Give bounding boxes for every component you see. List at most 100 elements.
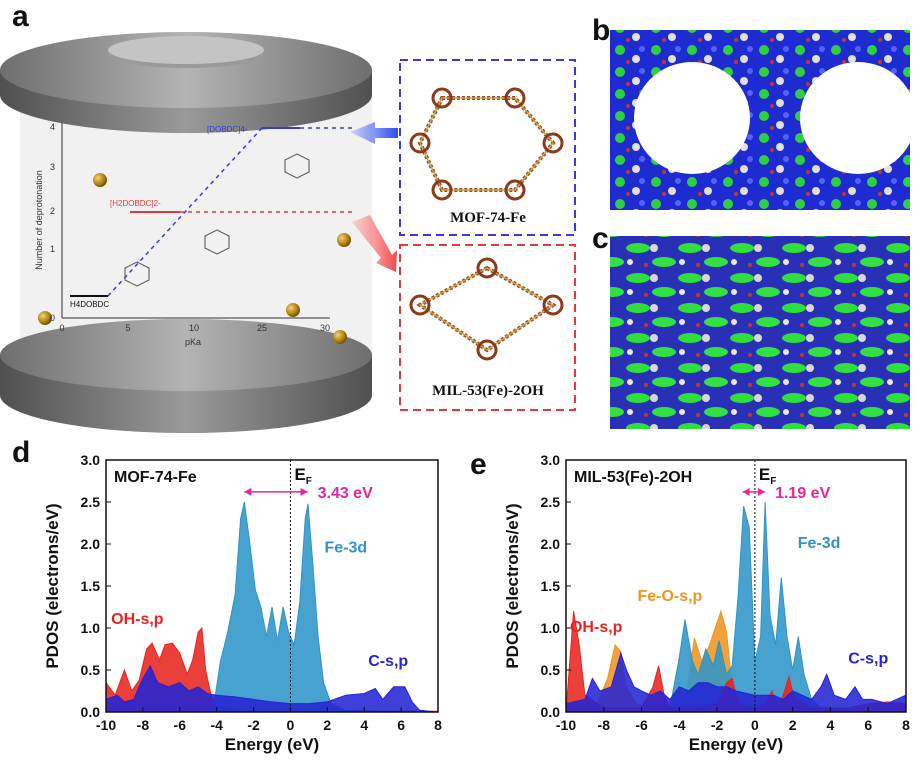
y-axis-label: PDOS (electrons/eV) bbox=[503, 503, 522, 668]
mil53-label: MIL-53(Fe)-2OH bbox=[432, 383, 544, 399]
x-axis-label: Energy (eV) bbox=[225, 735, 319, 754]
metal-ion-ball bbox=[337, 233, 351, 247]
band-gap-label: 3.43 eV bbox=[318, 485, 373, 502]
band-gap-arrowhead bbox=[244, 487, 252, 496]
pore-channel bbox=[800, 62, 916, 174]
mil53-density-map bbox=[610, 236, 910, 429]
x-tick-label: 2 bbox=[789, 717, 797, 733]
chart-title: MOF-74-Fe bbox=[114, 469, 197, 486]
x-tick-label: -10 bbox=[556, 717, 576, 733]
mil53-structure bbox=[409, 257, 564, 361]
x-tick-label: 2 bbox=[323, 717, 331, 733]
x-tick-label: -2 bbox=[247, 717, 260, 733]
pdos-series-c-s-p bbox=[565, 651, 907, 713]
series-annotation: Fe-3d bbox=[798, 535, 841, 552]
panel-label-d: d bbox=[12, 436, 31, 469]
panel-c bbox=[610, 236, 910, 429]
x-axis-label: Energy (eV) bbox=[689, 735, 783, 754]
molecule-sketch bbox=[124, 153, 310, 287]
fermi-level-label: EF bbox=[294, 465, 311, 487]
pdos-series-c-s-p bbox=[105, 664, 439, 713]
inset-xtick: 10 bbox=[189, 323, 199, 333]
pore-channel bbox=[634, 62, 750, 174]
y-tick-label: 3.0 bbox=[81, 452, 101, 468]
x-tick-label: 0 bbox=[287, 717, 295, 733]
inset-xtick: 5 bbox=[125, 323, 130, 333]
glass-tube bbox=[20, 95, 372, 360]
mof74-structure bbox=[409, 87, 564, 201]
metal-ion-ball bbox=[333, 330, 347, 344]
pdos-series-fe-3d bbox=[566, 501, 907, 713]
inset-ytick: 3 bbox=[50, 162, 55, 172]
inset-species-label: [DOBDC]4- bbox=[207, 125, 248, 134]
chart-title: MIL-53(Fe)-2OH bbox=[574, 469, 692, 486]
x-tick-label: 6 bbox=[864, 717, 872, 733]
arrow-to-mil53 bbox=[352, 215, 397, 272]
inset-xtick: 30 bbox=[320, 323, 330, 333]
panel-a: 0 1 2 3 4 0 5 10 25 30 pKa Number of dep… bbox=[0, 32, 576, 433]
y-tick-label: 0.0 bbox=[81, 704, 101, 720]
y-tick-label: 1.0 bbox=[81, 620, 101, 636]
x-tick-label: 4 bbox=[827, 717, 835, 733]
mof74-label: MOF-74-Fe bbox=[450, 210, 526, 226]
pdos-chart-mil53: EF -10 -8 -6 -4 -2 0 2 4 6 8 0.0 0.5 1.0 1.5 2.0 2.5 3.0 E… bbox=[503, 452, 910, 754]
inset-species-label: H4DOBDC bbox=[70, 300, 109, 309]
series-annotation: Fe-O-s,p bbox=[637, 588, 702, 605]
panel-label-a: a bbox=[12, 0, 29, 33]
x-tick-label: -6 bbox=[174, 717, 187, 733]
x-tick-label: 4 bbox=[360, 717, 368, 733]
x-tick-label: -6 bbox=[635, 717, 648, 733]
y-tick-label: 0.0 bbox=[541, 704, 561, 720]
y-tick-label: 1.5 bbox=[541, 578, 561, 594]
y-tick-label: 2.0 bbox=[81, 536, 101, 552]
inset-xtick: 25 bbox=[257, 323, 267, 333]
inset-ytick: 0 bbox=[50, 313, 55, 323]
y-tick-label: 2.0 bbox=[541, 536, 561, 552]
y-tick-label: 2.5 bbox=[81, 494, 101, 510]
panel-label-b: b bbox=[592, 14, 611, 47]
panel-label-c: c bbox=[592, 222, 609, 255]
inset-species-label: [H2DOBDC]2- bbox=[110, 199, 161, 208]
x-tick-label: -2 bbox=[711, 717, 724, 733]
metal-ion-ball bbox=[38, 311, 52, 325]
inset-ytick: 1 bbox=[50, 244, 55, 254]
metal-ion-ball bbox=[93, 173, 107, 187]
series-annotation: Fe-3d bbox=[324, 539, 367, 556]
inset-xlabel: pKa bbox=[185, 337, 201, 347]
inset-ytick: 4 bbox=[50, 122, 55, 132]
metal-ion-ball bbox=[286, 303, 300, 317]
mil53-box bbox=[399, 244, 576, 411]
x-tick-label: -4 bbox=[210, 717, 223, 733]
y-tick-label: 0.5 bbox=[81, 662, 101, 678]
y-tick-label: 1.0 bbox=[541, 620, 561, 636]
pka-inset-plot: 0 1 2 3 4 0 5 10 25 30 pKa Number of dep… bbox=[34, 122, 352, 347]
x-tick-label: -8 bbox=[137, 717, 150, 733]
top-cylinder-face bbox=[0, 32, 372, 108]
band-gap-arrowhead bbox=[300, 487, 308, 496]
y-tick-label: 3.0 bbox=[541, 452, 561, 468]
y-tick-label: 0.5 bbox=[541, 662, 561, 678]
inset-xtick: 0 bbox=[59, 323, 64, 333]
series-annotation: C-s,p bbox=[848, 650, 888, 667]
arrow-to-mof74 bbox=[350, 122, 398, 144]
panel-b bbox=[610, 30, 916, 210]
bottom-cylinder-face bbox=[0, 319, 372, 391]
x-tick-label: -4 bbox=[673, 717, 686, 733]
pdos-series-fe-3d bbox=[106, 501, 439, 713]
x-tick-label: 0 bbox=[751, 717, 759, 733]
series-annotation: OH-s,p bbox=[111, 611, 164, 628]
y-axis-label: PDOS (electrons/eV) bbox=[43, 503, 62, 668]
x-tick-label: 8 bbox=[902, 717, 910, 733]
x-tick-label: 6 bbox=[397, 717, 405, 733]
x-tick-label: 8 bbox=[434, 717, 442, 733]
band-gap-arrowhead bbox=[742, 487, 750, 496]
inset-ylabel: Number of deprotonation bbox=[34, 170, 44, 270]
band-gap-arrowhead bbox=[758, 487, 766, 496]
panel-label-e: e bbox=[470, 448, 487, 481]
pdos-chart-mof74: EF -10 -8 -6 -4 -2 0 2 4 6 8 0.0 0.5 1.0 1.5 2.0 2.5 3.0 E… bbox=[43, 452, 442, 754]
series-annotation: C-s,p bbox=[368, 653, 408, 670]
x-tick-label: -10 bbox=[96, 717, 116, 733]
x-tick-label: -8 bbox=[598, 717, 611, 733]
y-tick-label: 2.5 bbox=[541, 494, 561, 510]
